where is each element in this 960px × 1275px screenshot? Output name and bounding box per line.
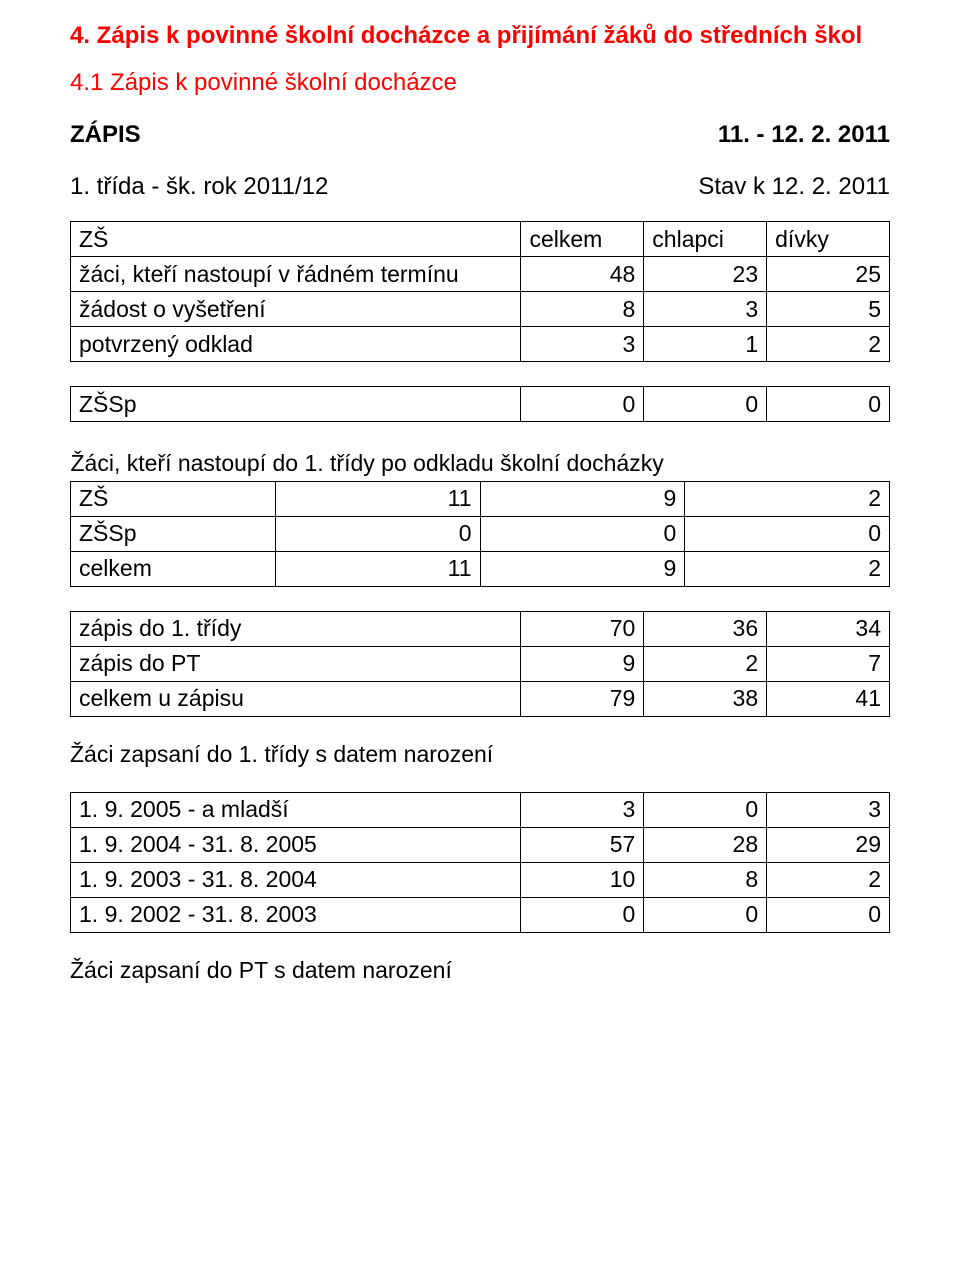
cell-label: ZŠ: [71, 481, 276, 516]
cell-value: 3: [644, 292, 767, 327]
table-row: celkem u zápisu 79 38 41: [71, 681, 890, 716]
table-row: potvrzený odklad 3 1 2: [71, 327, 890, 362]
cell-label: zápis do 1. třídy: [71, 611, 521, 646]
cell-label: 1. 9. 2004 - 31. 8. 2005: [71, 827, 521, 862]
cell-label: ZŠSp: [71, 387, 521, 422]
header-cell: ZŠ: [71, 222, 521, 257]
cell-label: 1. 9. 2002 - 31. 8. 2003: [71, 897, 521, 932]
cell-value: 48: [521, 257, 644, 292]
cell-value: 9: [521, 646, 644, 681]
table-zssp: ZŠSp 0 0 0: [70, 386, 890, 422]
cell-value: 23: [644, 257, 767, 292]
cell-value: 11: [275, 481, 480, 516]
cell-value: 38: [644, 681, 767, 716]
cell-value: 0: [480, 516, 685, 551]
cell-label: potvrzený odklad: [71, 327, 521, 362]
cell-value: 0: [521, 387, 644, 422]
trida-label: 1. třída - šk. rok 2011/12: [70, 173, 328, 201]
cell-value: 29: [767, 827, 890, 862]
table-row: 1. 9. 2003 - 31. 8. 2004 10 8 2: [71, 862, 890, 897]
table-row: žádost o vyšetření 8 3 5: [71, 292, 890, 327]
cell-value: 41: [767, 681, 890, 716]
cell-value: 79: [521, 681, 644, 716]
cell-label: ZŠSp: [71, 516, 276, 551]
cell-label: žádost o vyšetření: [71, 292, 521, 327]
table-row: 1. 9. 2002 - 31. 8. 2003 0 0 0: [71, 897, 890, 932]
cell-value: 57: [521, 827, 644, 862]
cell-value: 3: [767, 792, 890, 827]
table-zapis-summary: zápis do 1. třídy 70 36 34 zápis do PT 9…: [70, 611, 890, 717]
cell-value: 8: [521, 292, 644, 327]
cell-value: 11: [275, 551, 480, 586]
section-birth-pt: Žáci zapsaní do PT s datem narození: [70, 957, 890, 984]
sub-heading: 4.1 Zápis k povinné školní docházce: [70, 69, 890, 97]
trida-row: 1. třída - šk. rok 2011/12 Stav k 12. 2.…: [70, 173, 890, 201]
cell-value: 0: [685, 516, 890, 551]
cell-value: 0: [644, 792, 767, 827]
cell-value: 7: [767, 646, 890, 681]
cell-value: 2: [767, 327, 890, 362]
cell-value: 2: [685, 481, 890, 516]
cell-value: 1: [644, 327, 767, 362]
cell-value: 0: [521, 897, 644, 932]
table-row: 1. 9. 2004 - 31. 8. 2005 57 28 29: [71, 827, 890, 862]
cell-label: zápis do PT: [71, 646, 521, 681]
table-row: 1. 9. 2005 - a mladší 3 0 3: [71, 792, 890, 827]
zapis-label: ZÁPIS: [70, 121, 141, 149]
cell-label: 1. 9. 2005 - a mladší: [71, 792, 521, 827]
cell-value: 9: [480, 551, 685, 586]
cell-label: žáci, kteří nastoupí v řádném termínu: [71, 257, 521, 292]
zapis-row: ZÁPIS 11. - 12. 2. 2011: [70, 121, 890, 149]
cell-value: 25: [767, 257, 890, 292]
cell-value: 2: [644, 646, 767, 681]
cell-value: 34: [767, 611, 890, 646]
cell-value: 8: [644, 862, 767, 897]
cell-value: 2: [685, 551, 890, 586]
cell-value: 3: [521, 792, 644, 827]
table-row: ZŠSp 0 0 0: [71, 387, 890, 422]
header-cell: chlapci: [644, 222, 767, 257]
table-row: ZŠSp 0 0 0: [71, 516, 890, 551]
table-odklad: Žáci, kteří nastoupí do 1. třídy po odkl…: [70, 446, 890, 587]
cell-value: 0: [767, 387, 890, 422]
cell-label: celkem: [71, 551, 276, 586]
cell-label: 1. 9. 2003 - 31. 8. 2004: [71, 862, 521, 897]
table-row: ZŠ 11 9 2: [71, 481, 890, 516]
cell-value: 0: [644, 387, 767, 422]
cell-value: 2: [767, 862, 890, 897]
cell-value: 0: [644, 897, 767, 932]
cell-value: 0: [767, 897, 890, 932]
table-caption-row: Žáci, kteří nastoupí do 1. třídy po odkl…: [71, 446, 890, 481]
trida-state: Stav k 12. 2. 2011: [698, 173, 890, 201]
cell-value: 3: [521, 327, 644, 362]
table-row: zápis do PT 9 2 7: [71, 646, 890, 681]
header-cell: dívky: [767, 222, 890, 257]
table-caption: Žáci, kteří nastoupí do 1. třídy po odkl…: [71, 446, 890, 481]
zapis-date: 11. - 12. 2. 2011: [718, 121, 890, 149]
table-zs-main: ZŠ celkem chlapci dívky žáci, kteří nast…: [70, 221, 890, 362]
table-row: celkem 11 9 2: [71, 551, 890, 586]
table-row: zápis do 1. třídy 70 36 34: [71, 611, 890, 646]
header-cell: celkem: [521, 222, 644, 257]
table-birth-dates: 1. 9. 2005 - a mladší 3 0 3 1. 9. 2004 -…: [70, 792, 890, 933]
cell-value: 70: [521, 611, 644, 646]
table-row: žáci, kteří nastoupí v řádném termínu 48…: [71, 257, 890, 292]
table-row: ZŠ celkem chlapci dívky: [71, 222, 890, 257]
cell-value: 10: [521, 862, 644, 897]
cell-value: 5: [767, 292, 890, 327]
cell-value: 0: [275, 516, 480, 551]
cell-value: 9: [480, 481, 685, 516]
section-birth-1trida: Žáci zapsaní do 1. třídy s datem narozen…: [70, 741, 890, 768]
cell-label: celkem u zápisu: [71, 681, 521, 716]
main-heading: 4. Zápis k povinné školní docházce a při…: [70, 20, 890, 51]
cell-value: 36: [644, 611, 767, 646]
cell-value: 28: [644, 827, 767, 862]
